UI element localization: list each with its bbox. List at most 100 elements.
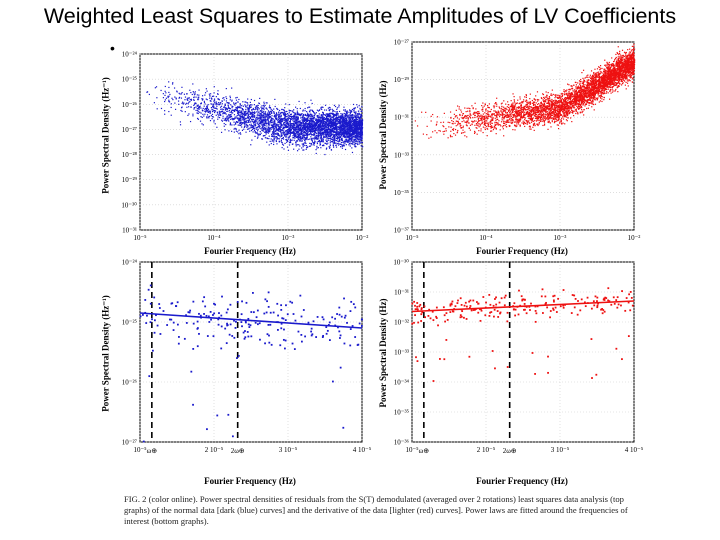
data-point bbox=[335, 118, 337, 120]
data-point bbox=[292, 118, 294, 120]
data-point bbox=[278, 138, 280, 140]
data-point bbox=[261, 129, 264, 131]
data-point bbox=[305, 144, 308, 147]
data-point bbox=[350, 138, 352, 140]
data-point bbox=[215, 107, 217, 109]
data-point bbox=[315, 121, 317, 123]
data-point bbox=[190, 98, 192, 100]
data-point bbox=[261, 129, 263, 131]
data-point bbox=[290, 129, 292, 132]
data-point bbox=[359, 108, 361, 111]
data-point bbox=[345, 130, 347, 132]
data-point bbox=[302, 138, 304, 140]
data-point bbox=[311, 126, 314, 128]
data-point bbox=[195, 96, 197, 98]
data-point bbox=[319, 132, 321, 135]
data-point bbox=[244, 125, 246, 128]
data-point bbox=[565, 97, 567, 99]
data-point bbox=[171, 97, 173, 99]
data-point bbox=[290, 114, 292, 116]
data-point bbox=[255, 119, 257, 121]
data-point bbox=[291, 125, 293, 128]
data-point bbox=[299, 132, 301, 134]
data-point bbox=[355, 136, 357, 138]
data-point bbox=[255, 128, 257, 130]
data-point bbox=[282, 124, 284, 126]
data-point bbox=[337, 136, 339, 139]
data-point bbox=[224, 112, 226, 114]
data-point bbox=[229, 97, 232, 99]
data-point bbox=[291, 116, 293, 118]
data-point bbox=[359, 122, 361, 124]
data-point bbox=[319, 129, 321, 131]
data-point bbox=[322, 126, 325, 128]
data-point bbox=[321, 132, 323, 134]
data-point bbox=[294, 135, 296, 137]
data-point bbox=[356, 126, 358, 128]
data-point bbox=[146, 91, 149, 93]
data-point bbox=[281, 142, 283, 144]
data-point bbox=[631, 56, 633, 58]
data-point bbox=[212, 109, 214, 111]
data-point bbox=[269, 112, 271, 114]
data-point bbox=[265, 121, 267, 124]
data-point bbox=[202, 98, 204, 100]
data-point bbox=[267, 122, 269, 124]
data-point bbox=[308, 145, 311, 147]
data-point bbox=[311, 116, 313, 118]
data-point bbox=[223, 97, 225, 99]
data-point bbox=[348, 144, 350, 146]
data-point bbox=[312, 118, 314, 120]
data-point bbox=[321, 133, 323, 135]
data-point bbox=[580, 96, 582, 98]
data-point bbox=[261, 123, 263, 125]
data-point bbox=[317, 138, 319, 140]
data-point bbox=[281, 111, 283, 114]
data-point bbox=[352, 138, 354, 140]
data-point bbox=[274, 130, 276, 132]
data-point bbox=[306, 119, 308, 121]
data-point bbox=[361, 138, 363, 140]
data-point bbox=[235, 128, 237, 130]
data-point bbox=[295, 145, 297, 147]
data-point bbox=[238, 133, 240, 135]
data-point bbox=[357, 133, 359, 135]
data-point bbox=[273, 115, 275, 118]
data-point bbox=[348, 137, 350, 139]
data-point bbox=[329, 121, 331, 123]
data-point bbox=[330, 125, 332, 127]
data-point bbox=[278, 124, 280, 126]
data-point bbox=[253, 125, 255, 127]
data-point bbox=[341, 125, 343, 127]
data-point bbox=[282, 130, 284, 132]
data-point bbox=[339, 129, 341, 131]
data-point bbox=[238, 120, 240, 122]
data-point bbox=[351, 123, 354, 125]
data-point bbox=[288, 131, 290, 133]
data-point bbox=[548, 100, 550, 102]
data-point bbox=[265, 113, 267, 115]
data-point bbox=[332, 133, 334, 135]
data-point bbox=[356, 104, 358, 106]
data-point bbox=[216, 105, 218, 107]
data-point bbox=[175, 98, 177, 100]
data-point bbox=[229, 113, 231, 116]
data-point bbox=[315, 124, 317, 126]
data-point bbox=[314, 125, 317, 127]
data-point bbox=[335, 134, 337, 136]
data-point bbox=[317, 133, 319, 135]
data-point bbox=[168, 86, 170, 89]
data-point bbox=[580, 85, 582, 87]
data-point bbox=[266, 118, 268, 121]
data-point bbox=[288, 132, 290, 134]
data-point bbox=[340, 141, 343, 144]
data-point bbox=[335, 142, 337, 144]
data-point bbox=[217, 93, 219, 95]
data-point bbox=[360, 140, 362, 142]
data-point bbox=[186, 102, 188, 104]
data-point bbox=[297, 112, 299, 114]
data-point bbox=[355, 135, 357, 137]
data-point bbox=[287, 128, 289, 131]
data-point bbox=[261, 124, 263, 126]
